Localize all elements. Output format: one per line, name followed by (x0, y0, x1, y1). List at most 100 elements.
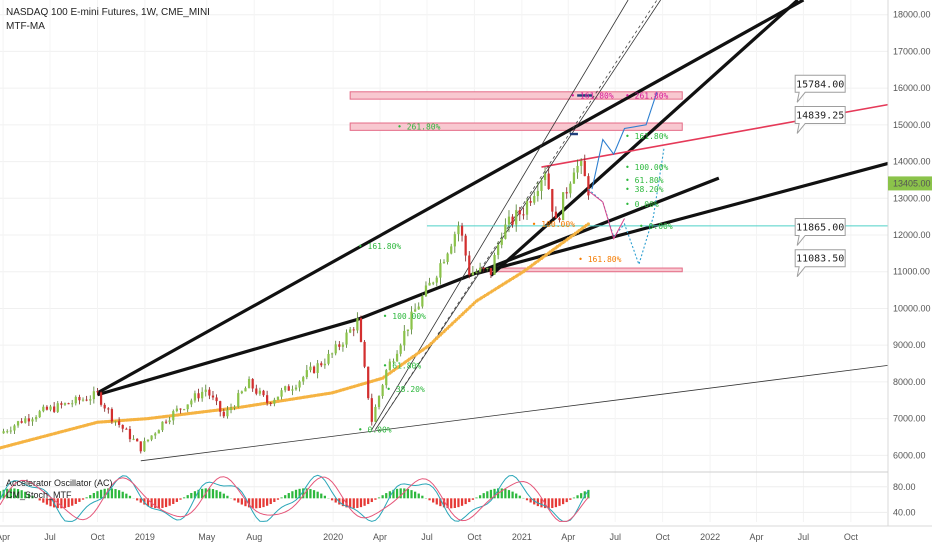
candle-body (436, 278, 438, 283)
candle-body (320, 363, 322, 365)
y-tick-label: 17000.00 (893, 46, 931, 56)
ac-histogram-bar (511, 492, 513, 499)
ac-histogram-bar (576, 495, 578, 498)
y-tick-label: 13000.00 (893, 193, 931, 203)
candle-body (67, 403, 69, 404)
candle-body (132, 439, 134, 440)
candle-body (129, 429, 131, 439)
y-tick-label: 11000.00 (893, 267, 930, 277)
fib-label: • 0.00% (639, 222, 673, 231)
y-tick-label: 8000.00 (893, 377, 926, 387)
ac-histogram-bar (212, 489, 214, 498)
candle-body (143, 441, 145, 451)
ac-histogram-bar (418, 494, 420, 499)
ac-histogram-bar (187, 495, 189, 498)
ac-histogram-bar (382, 495, 384, 498)
ac-histogram-bar (317, 492, 319, 499)
candle-body (49, 407, 51, 410)
candle-body (335, 344, 337, 353)
y-tick-label: 15000.00 (893, 120, 931, 130)
ac-histogram-bar (118, 490, 120, 498)
x-tick-label: Apr (749, 532, 763, 542)
ac-histogram-bar (580, 493, 582, 498)
candle-body (486, 268, 488, 269)
candle-body (367, 367, 369, 398)
ac-histogram-bar (223, 494, 225, 499)
ac-histogram-bar (421, 496, 423, 499)
x-tick-label: Jul (798, 532, 810, 542)
ac-histogram-bar (385, 493, 387, 498)
candle-body (89, 399, 91, 400)
candle-body (522, 214, 524, 215)
ac-histogram-bar (378, 497, 380, 498)
candle-body (450, 246, 452, 253)
ac-histogram-bar (165, 498, 167, 507)
candle-body (125, 429, 127, 430)
ac-histogram-bar (363, 498, 365, 505)
candle-body (154, 433, 156, 435)
candle-body (10, 431, 12, 432)
ac-histogram-bar (100, 490, 102, 499)
y-tick-label: 10000.00 (893, 303, 931, 313)
y-tick-label: 12000.00 (893, 230, 931, 240)
ac-histogram-bar (515, 494, 517, 499)
ac-histogram-bar (226, 496, 228, 499)
ac-histogram-bar (291, 491, 293, 498)
ac-histogram-bar (215, 490, 217, 498)
candle-body (2, 431, 4, 433)
candle-body (403, 331, 405, 345)
candle-body (215, 397, 217, 401)
candle-body (255, 389, 257, 394)
osc-tick-label: 40.00 (893, 507, 916, 517)
candle-body (201, 392, 203, 398)
fib-label: • 100.00% (383, 312, 427, 321)
y-tick-label: 7000.00 (893, 414, 926, 424)
x-tick-label: Oct (90, 532, 105, 542)
ac-histogram-bar (360, 498, 362, 507)
candle-body (208, 390, 210, 396)
candle-body (31, 419, 33, 421)
ac-histogram-bar (176, 498, 178, 502)
candle-body (75, 397, 77, 403)
price-callout-text: 11865.00 (796, 222, 844, 233)
candle-body (28, 418, 30, 421)
candle-body (302, 377, 304, 381)
candle-body (284, 386, 286, 390)
y-tick-label: 16000.00 (893, 83, 931, 93)
candle-body (345, 333, 347, 345)
candle-body (353, 329, 355, 330)
candle-body (371, 398, 373, 422)
target-marker (570, 133, 578, 135)
candle-body (533, 196, 535, 203)
ac-histogram-bar (320, 494, 322, 499)
ac-histogram-bar (255, 498, 257, 508)
candle-body (273, 400, 275, 404)
candle-body (573, 173, 575, 184)
x-tick-label: Apr (0, 532, 10, 542)
candle-body (382, 385, 384, 396)
ac-indicator-label: Accelerator Oscillator (AC) (6, 478, 113, 488)
candle-body (78, 397, 80, 400)
ac-histogram-bar (190, 493, 192, 498)
price-callout-text: 14839.25 (796, 110, 844, 121)
candle-body (490, 268, 492, 275)
candle-body (93, 391, 95, 399)
ac-histogram-bar (93, 493, 95, 498)
candle-body (212, 396, 214, 398)
candle-body (71, 403, 73, 404)
x-tick-label: Apr (561, 532, 575, 542)
candle-body (176, 409, 178, 411)
ac-histogram-bar (122, 492, 124, 499)
ac-histogram-bar (280, 497, 282, 498)
y-tick-label: 14000.00 (893, 157, 931, 167)
candle-body (468, 256, 470, 276)
candle-body (515, 210, 517, 225)
candle-body (443, 262, 445, 263)
candle-body (374, 407, 376, 422)
candle-body (53, 407, 55, 412)
fib-zone (480, 268, 682, 272)
candle-body (461, 226, 463, 236)
candle-body (259, 391, 261, 394)
